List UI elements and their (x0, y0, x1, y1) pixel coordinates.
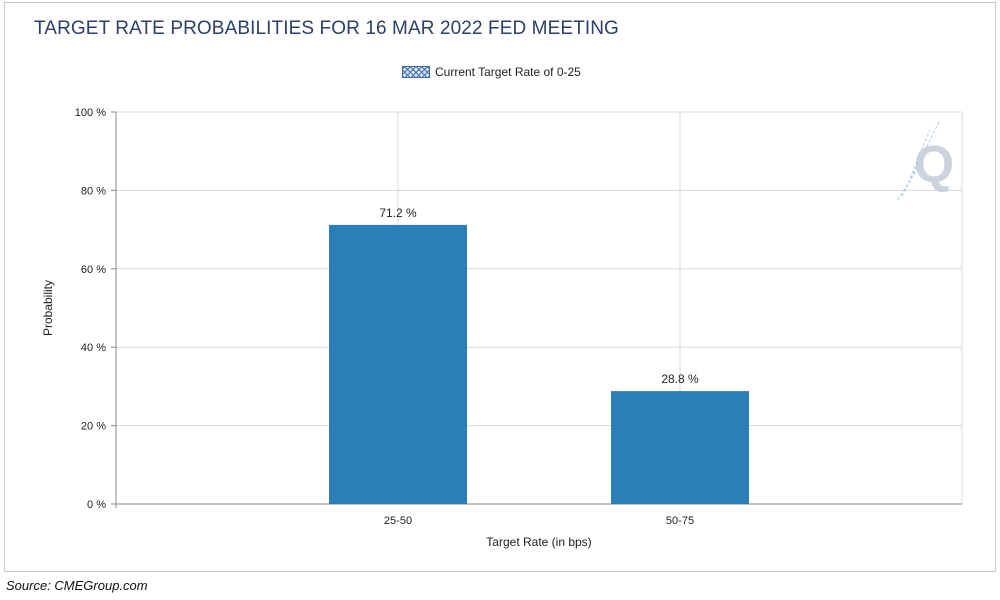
y-tick-label: 80 % (81, 185, 106, 197)
bars (329, 224, 749, 504)
y-axis-title: Probability (41, 280, 55, 336)
y-tick-label: 20 % (81, 421, 106, 433)
axes (111, 111, 962, 508)
chart-title: TARGET RATE PROBABILITIES FOR 16 MAR 202… (34, 18, 619, 39)
watermark-letter: Q (914, 136, 954, 194)
source-note: Source: CMEGroup.com (6, 578, 148, 593)
x-tick-label: 25-50 (384, 515, 412, 527)
legend: Current Target Rate of 0-25 (402, 64, 581, 80)
watermark-stroke (901, 119, 941, 197)
y-tick-label: 100 % (75, 107, 106, 119)
y-tick-label: 40 % (81, 342, 106, 354)
chart-frame (4, 2, 996, 572)
q-logo-watermark: Q (897, 119, 954, 201)
y-tick-label: 60 % (81, 264, 106, 276)
x-axis-title: Target Rate (in bps) (486, 535, 591, 549)
watermark-stroke (909, 129, 931, 179)
bar-25-50 (329, 224, 467, 504)
bar-value-label: 28.8 % (661, 372, 699, 386)
legend-swatch (402, 66, 430, 78)
y-tick-label: 0 % (87, 499, 106, 511)
legend-label: Current Target Rate of 0-25 (435, 65, 581, 79)
x-tick-label: 50-75 (666, 515, 694, 527)
bar-50-75 (611, 391, 749, 504)
labels: 0 % 20 % 40 % 60 % 80 % 100 % 71.2 % 25-50 28.8 … (41, 107, 699, 549)
grid-lines (116, 111, 963, 505)
watermark-stroke (897, 167, 919, 201)
bar-value-label: 71.2 % (379, 206, 417, 220)
